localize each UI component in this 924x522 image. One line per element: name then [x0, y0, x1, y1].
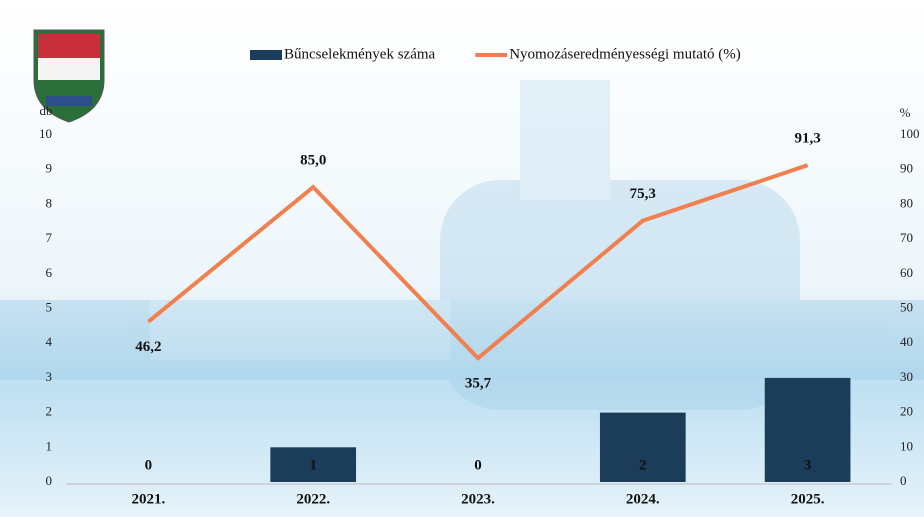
- y2-tick-label: 80: [900, 195, 913, 210]
- y2-tick-label: 50: [900, 299, 913, 314]
- y-tick-label: 8: [46, 195, 53, 210]
- x-tick-label: 2025.: [791, 491, 825, 507]
- bar-value-label: 2: [639, 457, 647, 473]
- y2-tick-label: 10: [900, 438, 913, 453]
- y-tick-label: 1: [46, 438, 53, 453]
- logo: [33, 29, 105, 123]
- legend-label: Nyomozáseredményességi mutató (%): [509, 46, 741, 62]
- y-tick-label: 0: [46, 473, 53, 488]
- bar-value-label: 3: [804, 457, 812, 473]
- y2-axis-title: %: [900, 105, 911, 120]
- y-tick-label: 4: [46, 334, 53, 349]
- y2-tick-label: 20: [900, 404, 913, 419]
- y-tick-label: 6: [46, 265, 53, 280]
- y2-tick-label: 30: [900, 369, 913, 384]
- y-tick-label: 5: [46, 299, 53, 314]
- y2-tick-label: 60: [900, 265, 913, 280]
- line-value-label: 35,7: [465, 376, 492, 392]
- y2-tick-label: 70: [900, 230, 913, 245]
- legend-swatch: [250, 50, 282, 60]
- x-tick-label: 2021.: [132, 491, 166, 507]
- y2-tick-label: 100: [900, 126, 920, 141]
- y2-tick-label: 90: [900, 161, 913, 176]
- bar-value-label: 0: [474, 457, 482, 473]
- x-tick-label: 2024.: [626, 491, 660, 507]
- legend-label: Bűncselekmények száma: [284, 46, 436, 62]
- y2-tick-label: 0: [900, 473, 907, 488]
- x-tick-label: 2023.: [461, 491, 495, 507]
- line-value-label: 85,0: [300, 152, 326, 168]
- bar-value-label: 0: [145, 457, 153, 473]
- y-axis-title: db: [40, 103, 53, 118]
- bar-value-label: 1: [309, 457, 317, 473]
- bar: [764, 377, 851, 482]
- x-tick-label: 2022.: [296, 491, 330, 507]
- line-value-label: 46,2: [135, 339, 161, 355]
- y-tick-label: 2: [46, 404, 53, 419]
- line: [147, 163, 809, 361]
- y-tick-label: 3: [46, 369, 53, 384]
- y-tick-label: 10: [39, 126, 52, 141]
- line-value-label: 91,3: [794, 131, 820, 147]
- bar: [599, 412, 686, 482]
- y2-tick-label: 40: [900, 334, 913, 349]
- y-tick-label: 9: [46, 161, 53, 176]
- bar: [270, 447, 357, 482]
- background-building: [0, 80, 924, 410]
- y-tick-label: 7: [46, 230, 53, 245]
- line-value-label: 75,3: [630, 186, 656, 202]
